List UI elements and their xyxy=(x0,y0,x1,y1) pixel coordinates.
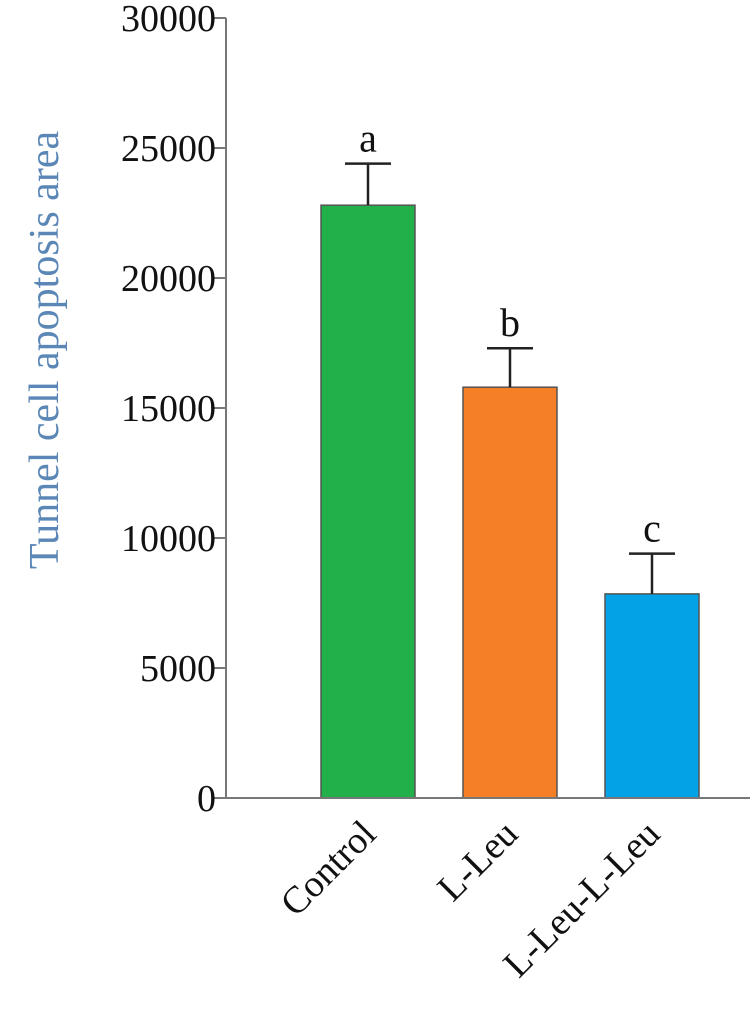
y-tick-label: 15000 xyxy=(121,388,216,430)
y-tick-label: 30000 xyxy=(121,0,216,40)
significance-label: a xyxy=(359,116,377,161)
bar xyxy=(604,593,700,799)
x-tick-label: L-Leu xyxy=(430,813,527,910)
bar xyxy=(320,204,416,799)
y-axis-label: Tunnel cell apoptosis area xyxy=(22,131,68,570)
significance-label: c xyxy=(643,506,661,551)
y-tick-label: 10000 xyxy=(121,518,216,560)
y-tick-label: 5000 xyxy=(140,648,216,690)
y-tick-label: 0 xyxy=(197,778,216,820)
bars: a b c xyxy=(320,116,700,799)
x-tick-label: Control xyxy=(273,813,385,925)
significance-label: b xyxy=(500,300,520,345)
y-tick-label: 20000 xyxy=(121,258,216,300)
y-tick-label: 25000 xyxy=(121,128,216,170)
bar xyxy=(462,386,558,799)
y-axis: 0 5000 10000 15000 20000 25000 30000 xyxy=(121,0,227,820)
